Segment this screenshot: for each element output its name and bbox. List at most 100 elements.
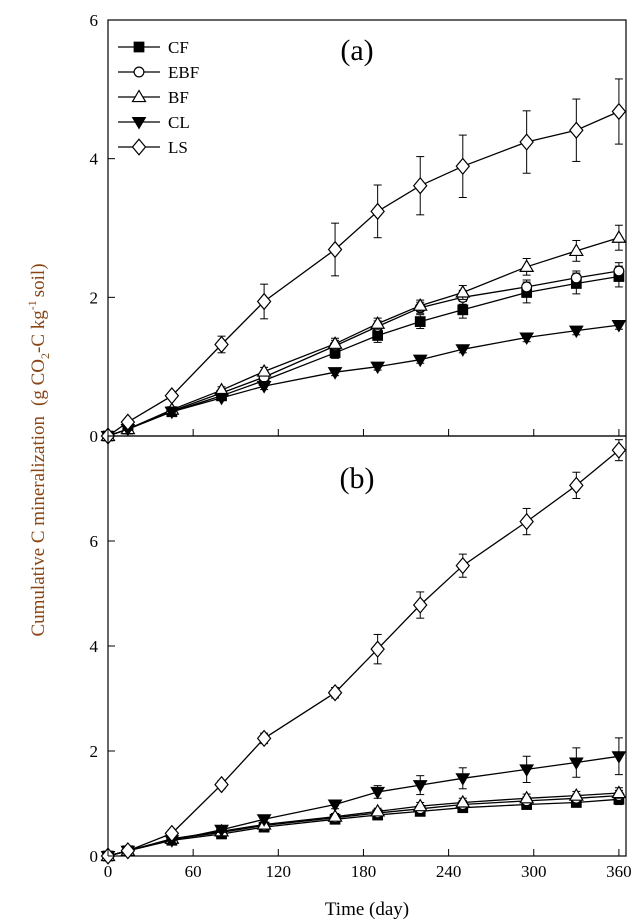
data-point [611, 102, 627, 121]
series-line-bf [107, 237, 620, 437]
series-line-ls [107, 110, 620, 437]
data-point [370, 202, 385, 221]
legend-label: CL [168, 113, 190, 132]
data-point [256, 729, 272, 748]
data-point [611, 441, 627, 459]
legend: CF EBF BF CL LS [118, 38, 199, 157]
data-point [569, 121, 584, 139]
x-tick-label: 0 [104, 862, 113, 881]
y-tick-label: 0 [90, 847, 99, 866]
legend-marker [131, 89, 147, 103]
data-point [412, 780, 428, 793]
x-axis: 0 60 120 180 240 300 360 [104, 849, 632, 881]
series-line-ebf [107, 794, 619, 857]
data-point [519, 790, 535, 804]
data-point [611, 320, 627, 333]
data-point [412, 354, 428, 368]
series-line-cl [107, 755, 619, 857]
data-point [256, 381, 272, 394]
series-line-cf [107, 275, 620, 437]
y-tick-label: 4 [90, 150, 99, 169]
data-point [519, 332, 535, 346]
panel-a-plot [100, 78, 627, 445]
data-point [327, 336, 343, 349]
data-point [455, 344, 471, 357]
data-point [164, 406, 180, 420]
y-axis-label-unit-close: soil) [28, 263, 49, 297]
data-point [569, 476, 584, 495]
data-point [327, 240, 343, 259]
legend-marker [133, 41, 145, 53]
y-tick-label: 2 [90, 742, 99, 761]
data-point [256, 292, 272, 311]
y-tick-label: 0 [90, 427, 99, 446]
data-point [370, 361, 386, 375]
y-axis-label-unit-mid: -C kg [28, 310, 49, 353]
data-point [120, 413, 136, 431]
data-point [370, 315, 386, 329]
data-point [455, 794, 471, 808]
x-tick-label: 60 [185, 862, 202, 881]
data-point [613, 265, 625, 277]
data-point [120, 842, 136, 860]
x-tick-label: 360 [606, 862, 632, 881]
legend-label: LS [168, 138, 188, 157]
x-axis-label: Time (day) [325, 899, 409, 920]
data-point [455, 773, 471, 786]
data-point [214, 392, 229, 406]
legend-label: BF [168, 88, 189, 107]
data-point [214, 335, 229, 354]
x-tick-label: 300 [521, 862, 547, 881]
data-point [570, 272, 582, 284]
panel-b-plot [100, 439, 627, 865]
data-point [327, 799, 343, 813]
panel-b-label: (b) [340, 462, 375, 495]
legend-label: CF [168, 38, 189, 57]
legend-marker [133, 66, 145, 78]
legend-marker [131, 116, 147, 130]
series-line-bf [107, 792, 619, 857]
y-tick-label: 4 [90, 637, 99, 656]
data-point [412, 297, 428, 311]
data-point [455, 556, 471, 575]
data-point [370, 803, 386, 817]
data-point [256, 814, 272, 827]
y-axis-label-unit-sup: -1 [25, 300, 39, 310]
data-point [519, 764, 535, 777]
x-tick-label: 180 [351, 862, 377, 881]
y-tick-label: 6 [90, 532, 99, 551]
data-point [568, 325, 584, 339]
data-point [611, 230, 627, 243]
data-point [412, 596, 428, 614]
panel-a-frame [107, 19, 627, 437]
data-point [568, 787, 584, 801]
legend-marker [131, 138, 147, 156]
series-line-cl [107, 324, 619, 437]
data-point [370, 640, 385, 658]
series-ls [100, 439, 627, 865]
panel-b-frame [107, 435, 627, 857]
data-point [214, 775, 229, 794]
data-point [455, 157, 471, 176]
x-tick-label: 240 [436, 862, 462, 881]
legend-label: EBF [168, 63, 199, 82]
data-point [370, 786, 386, 800]
x-tick-label: 120 [266, 862, 292, 881]
data-point [414, 316, 426, 327]
data-point [568, 243, 584, 257]
data-point [327, 367, 343, 380]
data-point [164, 824, 180, 843]
series-line-ebf [107, 270, 620, 437]
data-point [611, 751, 627, 764]
panel-b: (b) 0 2 4 6 0 60 120 180 240 300 360 [90, 435, 632, 881]
legend-entry-ebf: EBF [118, 63, 199, 82]
legend-entry-ls: LS [118, 138, 188, 157]
legend-entry-cf: CF [118, 38, 189, 57]
data-point [412, 176, 428, 195]
data-point [519, 259, 535, 272]
series-ls [100, 78, 627, 445]
data-point [457, 304, 469, 316]
y-tick-label: 2 [90, 288, 99, 307]
data-point [521, 281, 533, 293]
data-point [164, 387, 180, 405]
